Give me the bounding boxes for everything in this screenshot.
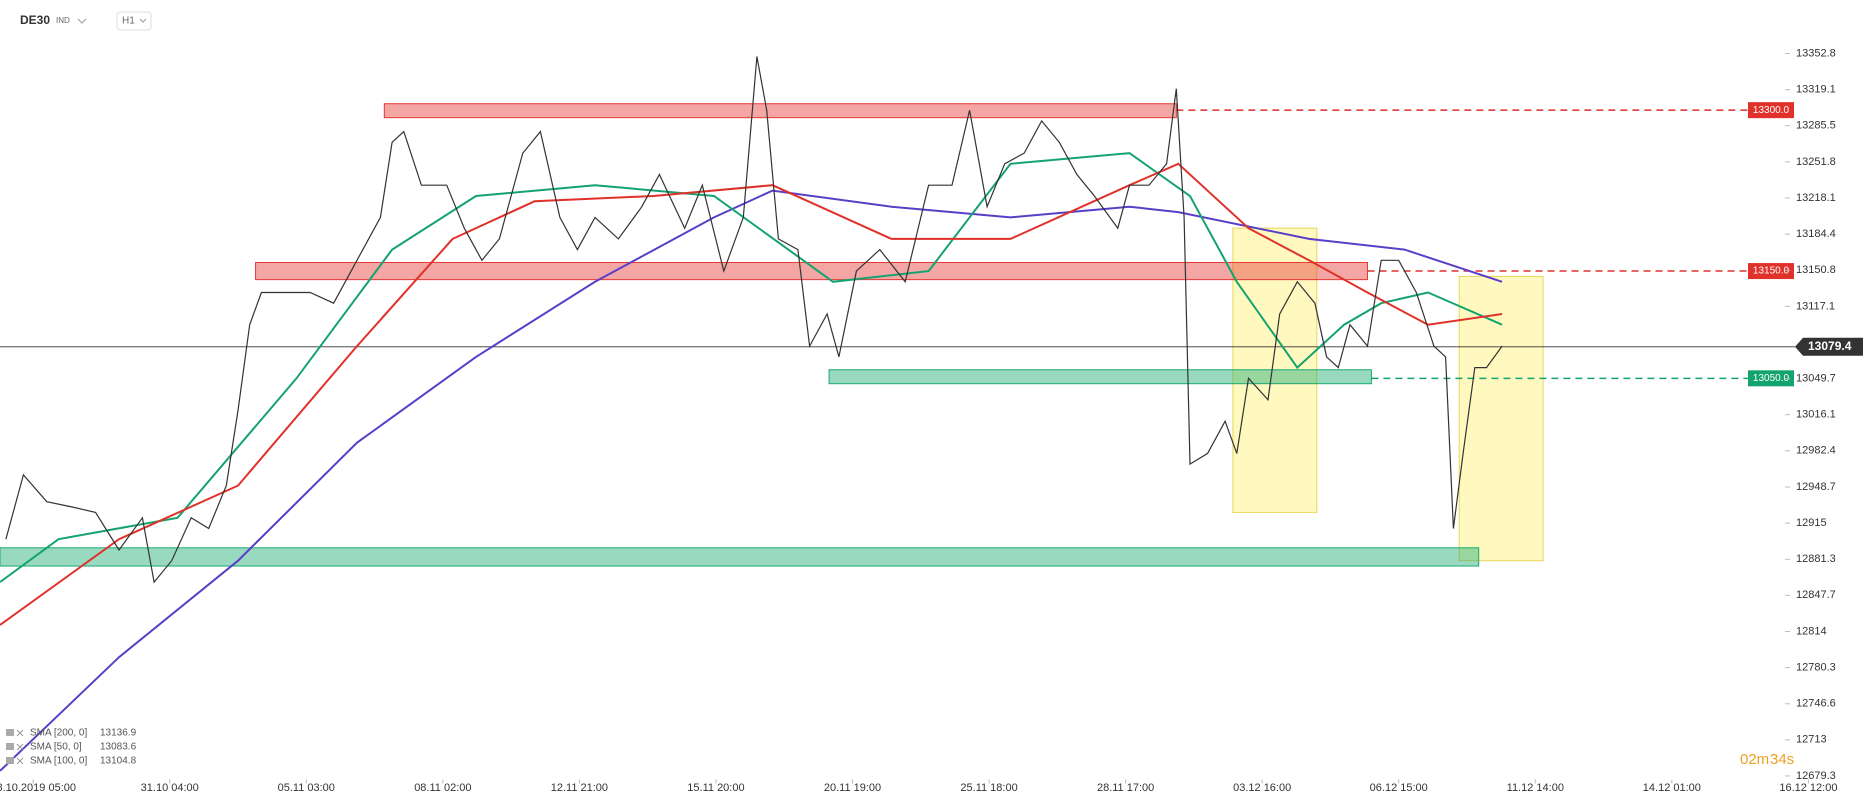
x-tick-label: 05.11 03:00: [278, 782, 335, 794]
timeframe[interactable]: H1: [122, 16, 135, 27]
symbol[interactable]: DE30: [20, 13, 50, 27]
zone: [0, 547, 1480, 567]
x-tick-label: 20.11 19:00: [824, 782, 881, 794]
timeframe-button[interactable]: [116, 11, 152, 31]
y-tick-label: 13352.8: [1796, 47, 1836, 59]
x-tick-label: 28.11 17:00: [1097, 782, 1154, 794]
price-line: [5, 56, 1503, 584]
legend-close[interactable]: [16, 729, 24, 737]
y-tick-label: 12814: [1796, 625, 1827, 637]
legend-icon: [6, 743, 14, 750]
x-tick-label: 16.12 12:00: [1779, 782, 1837, 794]
y-tick-label: 13150.8: [1796, 264, 1836, 276]
y-tick-label: 12847.7: [1796, 589, 1836, 601]
timer-minutes: 02m: [1740, 751, 1769, 768]
legend-close[interactable]: [16, 743, 24, 751]
y-tick-label: 12713: [1796, 734, 1827, 746]
y-tick-label: 12679.3: [1796, 770, 1836, 782]
x-tick-label: 28.10.2019 05:00: [0, 782, 76, 794]
current-price-label: 13079.4: [1808, 339, 1852, 353]
level-label-bg: [1748, 263, 1794, 280]
y-tick-label: 13218.1: [1796, 192, 1836, 204]
y-tick-label: 13319.1: [1796, 84, 1836, 96]
level-label: 13150.0: [1753, 266, 1790, 277]
y-tick-label: 13285.5: [1796, 120, 1836, 132]
x-tick-label: 14.12 01:00: [1643, 782, 1701, 794]
zone: [383, 103, 1177, 119]
zone: [828, 369, 1372, 385]
sma-line: [0, 152, 1503, 583]
timer-seconds: 34s: [1770, 751, 1794, 768]
x-tick-label: 08.11 02:00: [414, 782, 471, 794]
current-price-tag: [1795, 337, 1863, 356]
legend-icon: [6, 757, 14, 764]
legend-name: SMA [200, 0]: [30, 728, 87, 739]
dropdown-icon[interactable]: [139, 18, 147, 23]
x-tick-label: 15.11 20:00: [687, 782, 744, 794]
y-tick-label: 12881.3: [1796, 553, 1836, 565]
x-tick-label: 03.12 16:00: [1233, 782, 1291, 794]
legend-value: 13083.6: [100, 742, 137, 753]
level-label-bg: [1748, 102, 1794, 119]
y-tick-label: 13049.7: [1796, 373, 1836, 385]
y-tick-label: 12948.7: [1796, 481, 1836, 493]
y-tick-label: 12915: [1796, 517, 1827, 529]
x-tick-label: 12.11 21:00: [551, 782, 608, 794]
legend-name: SMA [50, 0]: [30, 742, 82, 753]
legend-value: 13104.8: [100, 756, 137, 767]
y-tick-label: 12982.4: [1796, 445, 1836, 457]
legend-icon: [6, 729, 14, 736]
level-label-bg: [1748, 370, 1794, 387]
y-tick-label: 13251.8: [1796, 156, 1836, 168]
y-tick-label: 12746.6: [1796, 698, 1836, 710]
level-label: 13050.0: [1753, 373, 1790, 384]
legend-value: 13136.9: [100, 728, 137, 739]
y-tick-label: 13184.4: [1796, 228, 1836, 240]
x-tick-label: 11.12 14:00: [1507, 782, 1564, 794]
sma-line: [0, 162, 1503, 626]
x-tick-label: 25.11 18:00: [960, 782, 1017, 794]
y-tick-label: 13016.1: [1796, 409, 1836, 421]
zone: [255, 261, 1369, 281]
highlight-box: [1232, 227, 1318, 513]
legend-name: SMA [100, 0]: [30, 756, 87, 767]
x-tick-label: 31.10 04:00: [141, 782, 199, 794]
sma-line: [0, 189, 1503, 772]
y-tick-label: 12780.3: [1796, 662, 1836, 674]
market: IND: [56, 16, 70, 25]
y-tick-label: 13117.1: [1796, 300, 1835, 312]
level-label: 13300.0: [1753, 105, 1790, 116]
x-tick-label: 06.12 15:00: [1370, 782, 1428, 794]
legend-close[interactable]: [16, 757, 24, 765]
dropdown-icon[interactable]: [77, 18, 87, 24]
